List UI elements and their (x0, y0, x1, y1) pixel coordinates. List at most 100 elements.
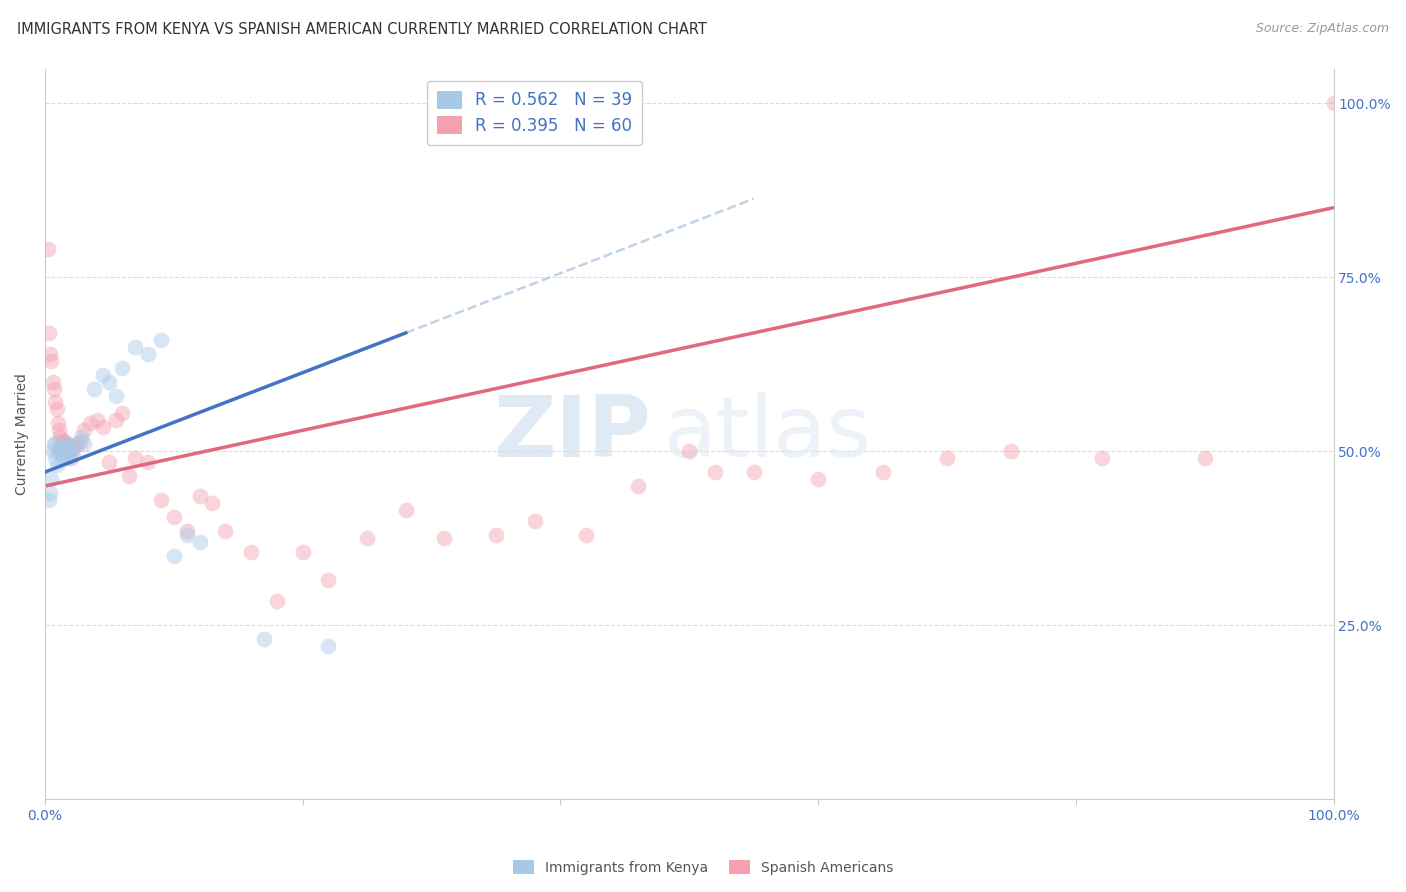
Point (62, 448, 84, 462)
Point (1090, 451, 1112, 466)
Point (72, 437, 94, 451)
Point (39, 486, 62, 500)
Point (1000, 444, 1022, 458)
Point (59, 451, 82, 466)
Point (39, 347, 62, 361)
Point (149, 333, 172, 347)
Point (72, 423, 94, 437)
Point (395, 503, 418, 517)
Point (55, 437, 77, 451)
Point (58, 444, 80, 458)
Point (240, 545, 263, 559)
Point (53, 441, 76, 455)
Point (188, 534, 211, 549)
Point (704, 465, 727, 479)
Point (433, 531, 456, 545)
Point (176, 524, 198, 539)
Point (872, 465, 894, 479)
Point (44, 451, 66, 466)
Point (176, 527, 198, 541)
Point (149, 492, 172, 507)
Point (41, 353, 63, 368)
Point (136, 455, 159, 469)
Point (79, 417, 101, 431)
Point (41, 375, 63, 389)
Point (318, 573, 340, 587)
Legend: R = 0.562   N = 39, R = 0.395   N = 60: R = 0.562 N = 39, R = 0.395 N = 60 (427, 80, 643, 145)
Point (45, 402, 67, 417)
Point (62, 441, 84, 455)
Point (627, 479, 650, 493)
Point (124, 451, 146, 466)
Point (1322, 96, 1344, 111)
Point (253, 632, 276, 646)
Point (46, 444, 69, 458)
Point (59, 444, 82, 458)
Text: ZIP: ZIP (494, 392, 651, 475)
Point (56, 437, 79, 451)
Point (53, 444, 76, 458)
Point (38, 492, 60, 507)
Text: atlas: atlas (664, 392, 872, 475)
Point (52, 437, 75, 451)
Point (48, 423, 70, 437)
Point (66, 437, 89, 451)
Point (58, 444, 80, 458)
Y-axis label: Currently Married: Currently Married (15, 373, 30, 495)
Point (51, 451, 73, 466)
Point (214, 524, 236, 539)
Point (37, 243, 59, 257)
Point (46, 417, 69, 431)
Point (163, 549, 186, 563)
Point (575, 527, 598, 541)
Point (83, 382, 105, 396)
Point (49, 430, 72, 444)
Point (98, 375, 121, 389)
Point (51, 434, 73, 448)
Point (111, 360, 134, 375)
Point (936, 451, 959, 466)
Point (485, 527, 508, 541)
Point (53, 434, 76, 448)
Point (52, 444, 75, 458)
Point (56, 441, 79, 455)
Point (70, 434, 93, 448)
Point (41, 444, 63, 458)
Point (55, 437, 77, 451)
Point (188, 490, 211, 504)
Point (91, 368, 114, 382)
Point (356, 531, 378, 545)
Point (104, 413, 127, 427)
Point (51, 444, 73, 458)
Point (91, 420, 114, 434)
Point (56, 451, 79, 466)
Point (42, 382, 65, 396)
Point (678, 444, 700, 458)
Point (523, 514, 546, 528)
Point (44, 395, 66, 409)
Point (104, 388, 127, 402)
Point (49, 444, 72, 458)
Point (53, 451, 76, 466)
Point (742, 465, 765, 479)
Point (45, 458, 67, 472)
Point (1194, 451, 1216, 466)
Point (111, 406, 134, 420)
Point (86, 413, 108, 427)
Point (291, 545, 314, 559)
Point (41, 472, 63, 486)
Point (163, 510, 186, 524)
Point (266, 594, 288, 608)
Point (98, 455, 121, 469)
Point (42, 437, 65, 451)
Point (56, 437, 79, 451)
Point (318, 639, 340, 653)
Point (70, 430, 93, 444)
Point (48, 441, 70, 455)
Point (201, 496, 224, 510)
Point (118, 468, 141, 483)
Point (807, 472, 830, 486)
Text: IMMIGRANTS FROM KENYA VS SPANISH AMERICAN CURRENTLY MARRIED CORRELATION CHART: IMMIGRANTS FROM KENYA VS SPANISH AMERICA… (17, 22, 707, 37)
Text: Source: ZipAtlas.com: Source: ZipAtlas.com (1256, 22, 1389, 36)
Point (38, 326, 60, 340)
